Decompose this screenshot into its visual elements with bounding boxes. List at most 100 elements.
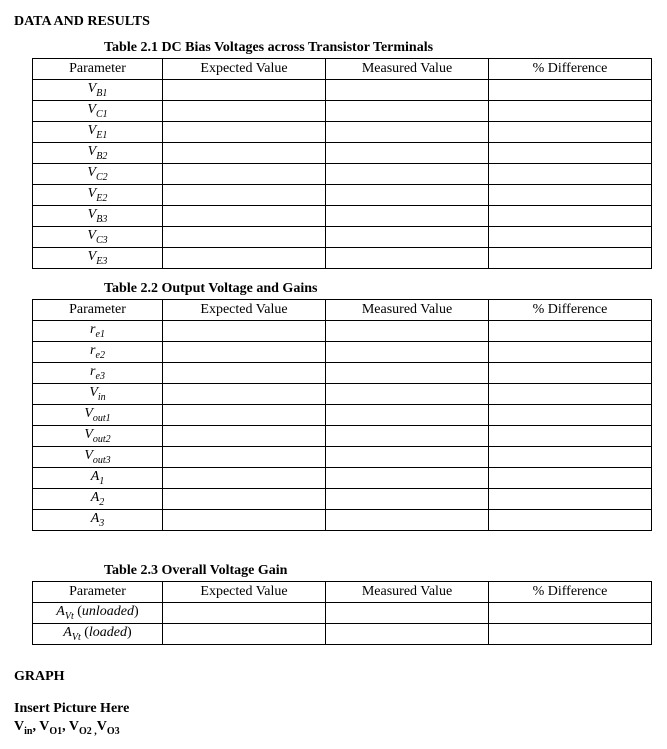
- column-header: Parameter: [33, 59, 163, 80]
- insert-picture-text: Insert Picture Here: [14, 701, 653, 717]
- parameter-cell: VB1: [33, 80, 163, 101]
- value-cell: [489, 384, 652, 405]
- value-cell: [326, 363, 489, 384]
- value-cell: [163, 206, 326, 227]
- data-table: ParameterExpected ValueMeasured Value% D…: [32, 299, 652, 531]
- table-caption: Table 2.3 Overall Voltage Gain: [104, 563, 653, 579]
- table-row: VE1: [33, 122, 652, 143]
- value-cell: [489, 603, 652, 624]
- parameter-cell: A2: [33, 489, 163, 510]
- value-cell: [489, 510, 652, 531]
- value-cell: [326, 447, 489, 468]
- table-row: A3: [33, 510, 652, 531]
- table-row: Vout2: [33, 426, 652, 447]
- value-cell: [326, 248, 489, 269]
- table-row: Vout3: [33, 447, 652, 468]
- parameter-cell: VE1: [33, 122, 163, 143]
- data-results-heading: DATA AND RESULTS: [14, 14, 653, 30]
- value-cell: [163, 363, 326, 384]
- value-cell: [489, 405, 652, 426]
- value-cell: [163, 468, 326, 489]
- column-header: Measured Value: [326, 300, 489, 321]
- value-cell: [163, 101, 326, 122]
- column-header: Parameter: [33, 300, 163, 321]
- parameter-cell: VB3: [33, 206, 163, 227]
- value-cell: [326, 185, 489, 206]
- value-cell: [326, 206, 489, 227]
- parameter-cell: VC3: [33, 227, 163, 248]
- table-row: VB3: [33, 206, 652, 227]
- value-cell: [489, 185, 652, 206]
- value-cell: [489, 426, 652, 447]
- value-cell: [163, 384, 326, 405]
- table-row: A1: [33, 468, 652, 489]
- table-row: VB1: [33, 80, 652, 101]
- parameter-cell: Vin: [33, 384, 163, 405]
- table-row: VB2: [33, 143, 652, 164]
- value-cell: [163, 426, 326, 447]
- data-table: ParameterExpected ValueMeasured Value% D…: [32, 58, 652, 269]
- column-header: Parameter: [33, 582, 163, 603]
- table-row: VC2: [33, 164, 652, 185]
- value-cell: [489, 248, 652, 269]
- table-row: VE3: [33, 248, 652, 269]
- value-cell: [163, 143, 326, 164]
- value-cell: [163, 510, 326, 531]
- column-header: Expected Value: [163, 300, 326, 321]
- value-cell: [326, 384, 489, 405]
- parameter-cell: Vout2: [33, 426, 163, 447]
- value-cell: [163, 624, 326, 645]
- value-cell: [489, 447, 652, 468]
- table-caption: Table 2.1 DC Bias Voltages across Transi…: [104, 40, 653, 56]
- parameter-cell: AVt (loaded): [33, 624, 163, 645]
- column-header: % Difference: [489, 300, 652, 321]
- value-cell: [163, 80, 326, 101]
- table-caption: Table 2.2 Output Voltage and Gains: [104, 281, 653, 297]
- value-cell: [326, 624, 489, 645]
- value-cell: [489, 363, 652, 384]
- table-row: AVt (unloaded): [33, 603, 652, 624]
- value-cell: [163, 405, 326, 426]
- value-cell: [326, 80, 489, 101]
- parameter-cell: AVt (unloaded): [33, 603, 163, 624]
- value-cell: [489, 342, 652, 363]
- column-header: Expected Value: [163, 59, 326, 80]
- value-cell: [326, 510, 489, 531]
- value-cell: [489, 101, 652, 122]
- table-row: re2: [33, 342, 652, 363]
- parameter-cell: Vout3: [33, 447, 163, 468]
- value-cell: [326, 164, 489, 185]
- value-cell: [326, 426, 489, 447]
- value-cell: [326, 101, 489, 122]
- table-row: AVt (loaded): [33, 624, 652, 645]
- value-cell: [489, 489, 652, 510]
- value-cell: [489, 468, 652, 489]
- parameter-cell: VE3: [33, 248, 163, 269]
- value-cell: [163, 164, 326, 185]
- data-table: ParameterExpected ValueMeasured Value% D…: [32, 581, 652, 645]
- column-header: Expected Value: [163, 582, 326, 603]
- column-header: % Difference: [489, 582, 652, 603]
- value-cell: [163, 342, 326, 363]
- vin-vo-line: Vin, VO1, VO2 ,VO3: [14, 719, 653, 737]
- value-cell: [326, 321, 489, 342]
- value-cell: [489, 80, 652, 101]
- value-cell: [489, 164, 652, 185]
- parameter-cell: VE2: [33, 185, 163, 206]
- table-row: VC3: [33, 227, 652, 248]
- parameter-cell: re2: [33, 342, 163, 363]
- value-cell: [489, 143, 652, 164]
- parameter-cell: re1: [33, 321, 163, 342]
- column-header: Measured Value: [326, 582, 489, 603]
- table-row: VC1: [33, 101, 652, 122]
- value-cell: [163, 185, 326, 206]
- table-row: re3: [33, 363, 652, 384]
- parameter-cell: A3: [33, 510, 163, 531]
- value-cell: [163, 227, 326, 248]
- column-header: % Difference: [489, 59, 652, 80]
- parameter-cell: Vout1: [33, 405, 163, 426]
- value-cell: [163, 447, 326, 468]
- value-cell: [489, 122, 652, 143]
- value-cell: [163, 321, 326, 342]
- value-cell: [326, 342, 489, 363]
